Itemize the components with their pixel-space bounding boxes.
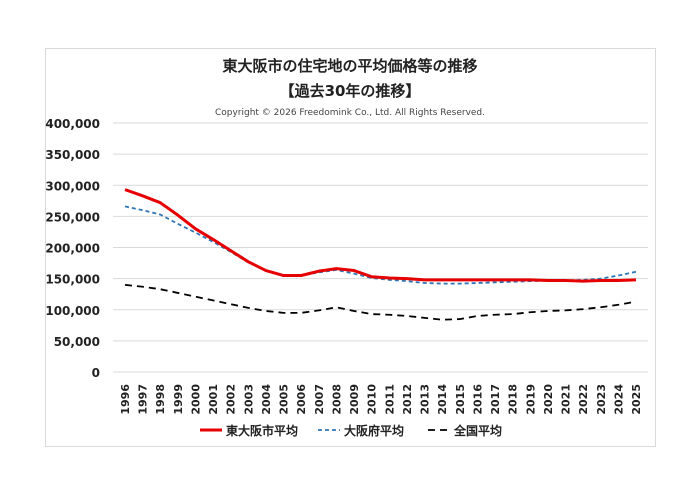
x-tick-label: 2023 [595,384,608,415]
x-tick-label: 2017 [489,384,502,415]
y-tick-label: 150,000 [45,273,100,287]
x-tick-label: 2024 [612,384,625,415]
y-tick-label: 100,000 [45,304,100,318]
y-tick-label: 50,000 [54,335,100,349]
x-tick-label: 2003 [242,384,255,415]
chart-title: 東大阪市の住宅地の平均価格等の推移 [222,57,478,75]
x-tick-label: 2009 [348,384,361,415]
x-tick-label: 2015 [454,384,467,415]
x-tick-label: 2004 [260,384,273,415]
x-tick-label: 2018 [507,384,520,415]
y-tick-label: 250,000 [45,210,100,224]
legend-label: 東大阪市平均 [226,423,298,438]
x-tick-label: 2010 [366,384,379,415]
x-tick-label: 2005 [278,384,291,415]
x-tick-label: 2012 [401,384,414,415]
x-tick-label: 1999 [172,384,185,415]
x-tick-label: 2006 [295,384,308,415]
x-tick-label: 2011 [383,384,396,415]
x-tick-label: 2022 [577,384,590,415]
series-line [124,283,637,321]
x-tick-label: 2019 [524,384,537,415]
chart-subtitle: 【過去30年の推移】 [279,82,421,100]
x-tick-label: 2002 [225,384,238,415]
y-tick-label: 300,000 [45,179,100,193]
x-tick-label: 2020 [542,384,555,415]
y-tick-label: 400,000 [45,117,100,131]
y-tick-label: 200,000 [45,242,100,256]
y-tick-label: 350,000 [45,148,100,162]
legend-label: 全国平均 [453,423,502,438]
chart-frame [45,48,656,447]
x-tick-label: 2013 [419,384,432,415]
series-line [124,205,637,285]
x-tick-label: 2007 [313,384,326,415]
x-tick-label: 2025 [630,384,643,415]
x-tick-label: 2016 [471,384,484,415]
x-tick-label: 2021 [560,384,573,415]
x-tick-label: 2008 [330,384,343,415]
series-line [124,188,637,283]
x-tick-label: 2001 [207,384,220,415]
x-tick-label: 2014 [436,384,449,415]
x-tick-label: 1996 [119,384,132,415]
copyright: Copyright © 2026 Freedomink Co., Ltd. Al… [214,108,486,118]
x-tick-label: 1997 [137,384,150,415]
legend-label: 大阪府平均 [344,423,404,438]
x-tick-label: 1998 [154,384,167,415]
y-tick-label: 0 [92,366,100,380]
x-tick-label: 2000 [189,384,202,415]
